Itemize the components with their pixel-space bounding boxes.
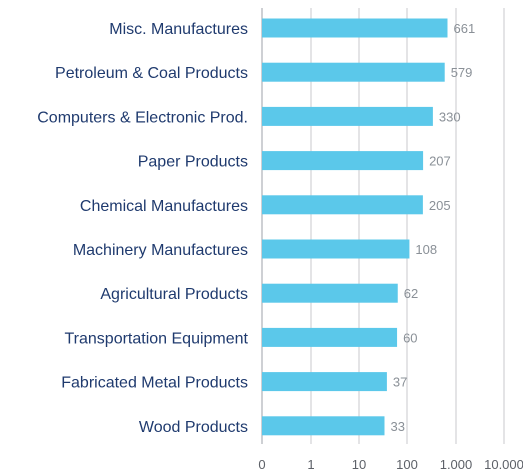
value-label: 579 (451, 65, 473, 80)
x-axis-ticks: 0 1 10 100 1.000 10.000 (258, 457, 523, 470)
bar (262, 327, 398, 347)
value-label: 108 (415, 242, 437, 257)
x-tick-label: 100 (396, 457, 418, 470)
x-tick-label: 10.000 (484, 457, 523, 470)
bar (262, 151, 424, 171)
category-label: Chemical Manufactures (80, 198, 248, 215)
category-label: Misc. Manufactures (109, 21, 248, 38)
value-label: 205 (429, 198, 451, 213)
value-label: 33 (390, 419, 404, 434)
category-label: Transportation Equipment (64, 330, 248, 347)
x-tick-label: 1.000 (440, 457, 473, 470)
bars (262, 18, 448, 436)
bar (262, 106, 433, 126)
value-label: 207 (429, 154, 451, 169)
category-label: Paper Products (138, 154, 248, 171)
category-label: Computers & Electronic Prod. (37, 109, 248, 126)
bar (262, 62, 445, 82)
category-label: Petroleum & Coal Products (55, 65, 248, 82)
x-tick-label: 1 (307, 457, 314, 470)
x-tick-label: 10 (352, 457, 366, 470)
value-label: 62 (404, 286, 418, 301)
value-label: 661 (453, 21, 475, 36)
bar (262, 416, 385, 436)
bar (262, 283, 398, 303)
x-tick-label: 0 (258, 457, 265, 470)
category-label: Agricultural Products (100, 286, 248, 303)
value-label: 60 (403, 330, 417, 345)
value-labels: 661 579 330 207 205 108 62 60 37 33 (390, 21, 475, 434)
bar (262, 18, 448, 38)
value-label: 37 (393, 375, 407, 390)
bar (262, 195, 423, 215)
value-label: 330 (439, 109, 461, 124)
category-label: Fabricated Metal Products (61, 375, 248, 392)
category-label: Machinery Manufactures (73, 242, 248, 259)
bar (262, 239, 410, 259)
bar (262, 372, 387, 392)
category-labels: Misc. Manufactures Petroleum & Coal Produ… (37, 21, 248, 436)
category-label: Wood Products (139, 419, 248, 436)
